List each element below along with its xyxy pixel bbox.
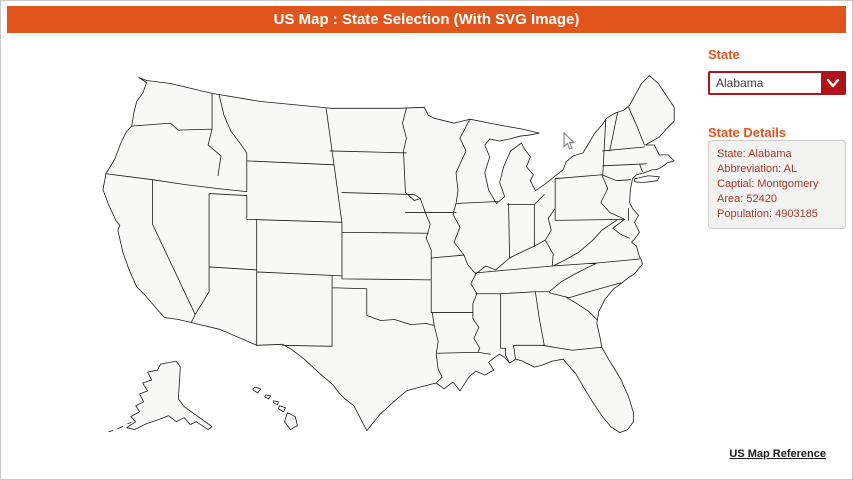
detail-state: State: Alabama [717,148,792,160]
dropdown-toggle-button[interactable] [821,73,844,93]
long-island-shape [634,175,660,184]
us-map-svg[interactable] [101,63,696,461]
hawaii-shape[interactable] [252,386,298,430]
detail-area: Area: 52420 [717,193,777,205]
state-select-label: State [708,47,740,62]
page-title: US Map : State Selection (With SVG Image… [273,11,580,28]
detail-abbreviation: Abbreviation: AL [717,163,798,175]
state-details-panel: State: Alabama Abbreviation: AL Captial:… [708,140,846,229]
state-borders [105,93,647,384]
state-select-dropdown[interactable]: Alabama [708,71,846,95]
state-details-heading: State Details [708,125,787,140]
title-bar: US Map : State Selection (With SVG Image… [7,6,846,33]
chevron-down-icon [826,78,839,88]
detail-capital: Captial: Montgomery [717,178,819,190]
detail-population: Population: 4903185 [717,208,818,220]
alaska-shape[interactable] [126,360,213,430]
selected-state-alabama[interactable] [500,291,545,364]
us-map-reference-link[interactable]: US Map Reference [729,448,826,460]
us-lower48-outline[interactable] [102,75,675,433]
state-select-value[interactable]: Alabama [716,76,764,90]
aleutian-islands [108,422,132,432]
us-map-container [101,63,696,461]
